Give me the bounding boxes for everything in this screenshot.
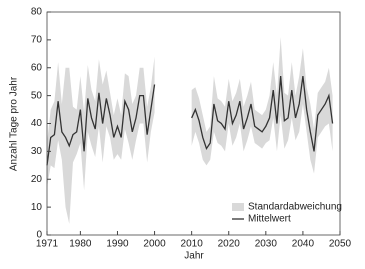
legend-swatch [232, 203, 244, 211]
y-tick-label: 30 [31, 146, 43, 157]
legend-label: Mittelwert [248, 214, 291, 225]
x-tick-label: 1971 [36, 239, 59, 250]
y-tick-label: 10 [31, 202, 43, 213]
y-axis-label: Anzahl Tage pro Jahr [9, 76, 20, 171]
y-tick-label: 60 [31, 62, 43, 73]
x-tick-label: 2000 [143, 239, 166, 250]
x-tick-label: 1980 [69, 239, 92, 250]
x-tick-label: 1990 [106, 239, 129, 250]
x-tick-label: 2040 [292, 239, 315, 250]
y-tick-label: 80 [31, 7, 43, 18]
y-tick-label: 40 [31, 118, 43, 129]
y-tick-label: 20 [31, 174, 43, 185]
x-tick-label: 2010 [181, 239, 204, 250]
std-band [47, 37, 333, 224]
y-tick-label: 0 [36, 230, 42, 241]
legend-label: Standardabweichung [248, 202, 342, 213]
x-tick-label: 2020 [218, 239, 241, 250]
x-axis-label: Jahr [184, 251, 204, 262]
y-tick-label: 70 [31, 35, 43, 46]
mean-line [46, 76, 334, 166]
y-tick-label: 50 [31, 90, 43, 101]
x-tick-label: 2030 [255, 239, 278, 250]
x-tick-label: 2050 [329, 239, 352, 250]
